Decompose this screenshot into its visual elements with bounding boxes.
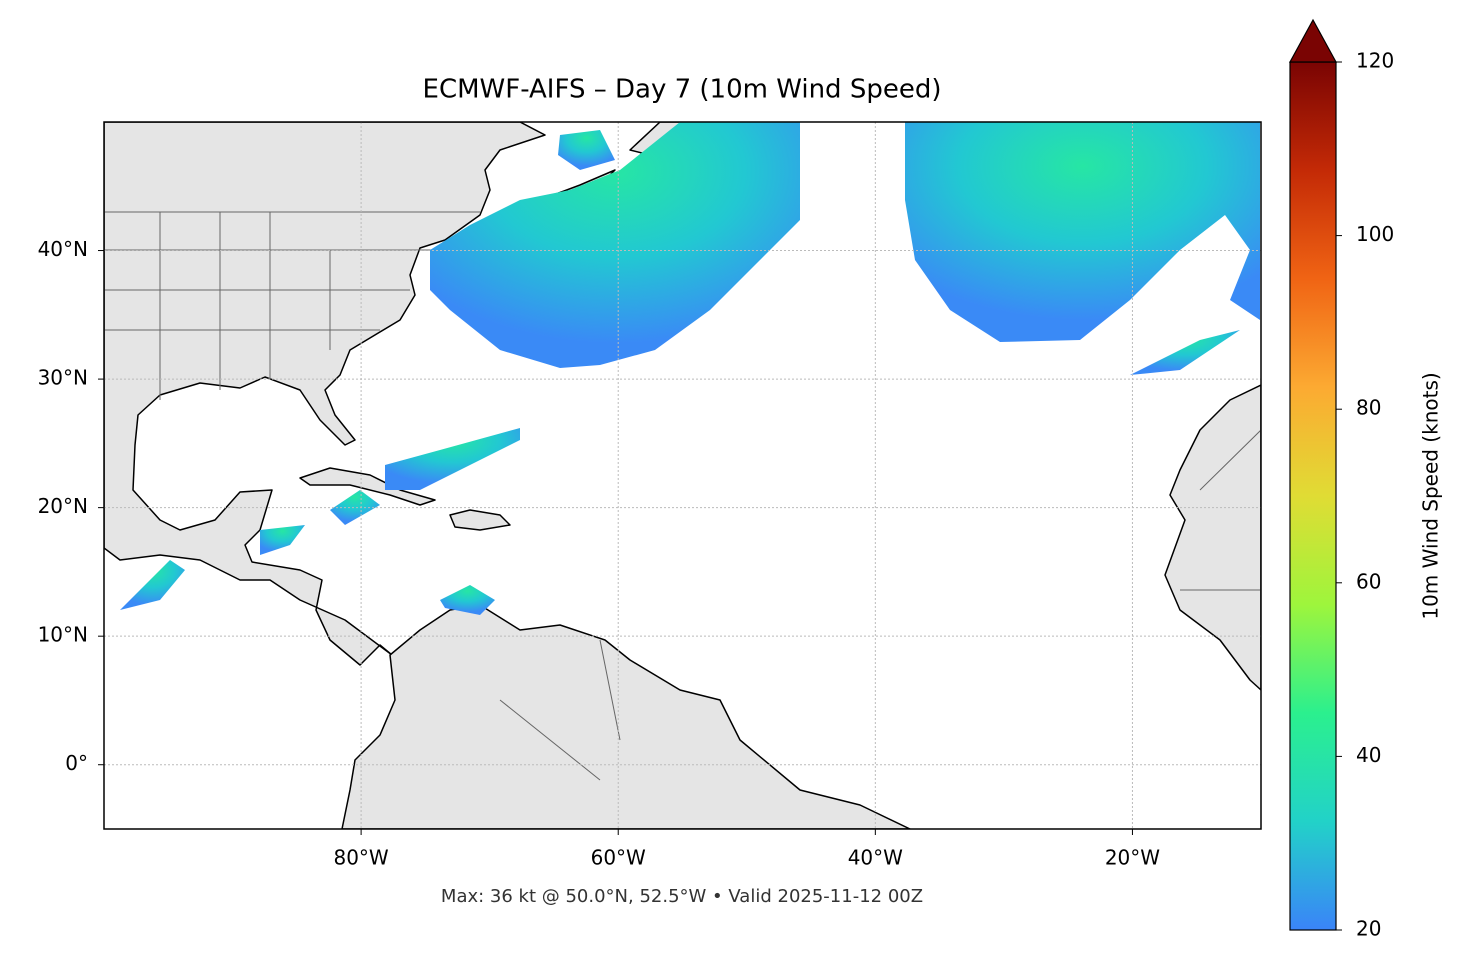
- colorbar-tick-label: 40: [1356, 743, 1381, 767]
- colorbar-tick-label: 80: [1356, 396, 1381, 420]
- colorbar-label: 10m Wind Speed (knots): [1419, 372, 1443, 619]
- south-america: [341, 604, 911, 829]
- y-tick-label: 30°N: [38, 366, 88, 390]
- wind-region: [430, 122, 800, 368]
- colorbar-tick-label: 100: [1356, 222, 1394, 246]
- cuba: [299, 467, 436, 506]
- wind-region: [558, 130, 615, 170]
- x-tick-label: 80°W: [333, 846, 388, 870]
- chart-title: ECMWF-AIFS – Day 7 (10m Wind Speed): [423, 75, 942, 105]
- y-tick-label: 20°N: [38, 494, 88, 518]
- colorbar: [1289, 61, 1337, 931]
- y-tick-label: 40°N: [38, 237, 88, 261]
- x-tick-label: 20°W: [1105, 846, 1160, 870]
- hispaniola: [449, 509, 511, 531]
- wind-region: [330, 490, 380, 525]
- footnote: Max: 36 kt @ 50.0°N, 52.5°W • Valid 2025…: [441, 886, 923, 907]
- y-tick-label: 10°N: [38, 623, 88, 647]
- wind-region: [385, 428, 520, 490]
- colorbar-extension: [1288, 18, 1338, 63]
- wind-region: [905, 122, 1260, 342]
- x-tick-label: 60°W: [591, 846, 646, 870]
- state-borders: [104, 211, 1261, 781]
- y-tick-label: 0°: [65, 751, 88, 775]
- wind-region: [260, 525, 305, 555]
- colorbar-tick-label: 120: [1356, 49, 1394, 73]
- map-area: [104, 122, 1261, 829]
- wind-region: [1130, 330, 1240, 375]
- wind-region: [440, 585, 495, 615]
- colorbar-tick-label: 20: [1356, 917, 1381, 941]
- africa: [1164, 384, 1261, 691]
- map-frame: [103, 121, 1262, 830]
- x-tick-label: 40°W: [848, 846, 903, 870]
- colorbar-tick-label: 60: [1356, 569, 1381, 593]
- wind-region: [120, 560, 185, 610]
